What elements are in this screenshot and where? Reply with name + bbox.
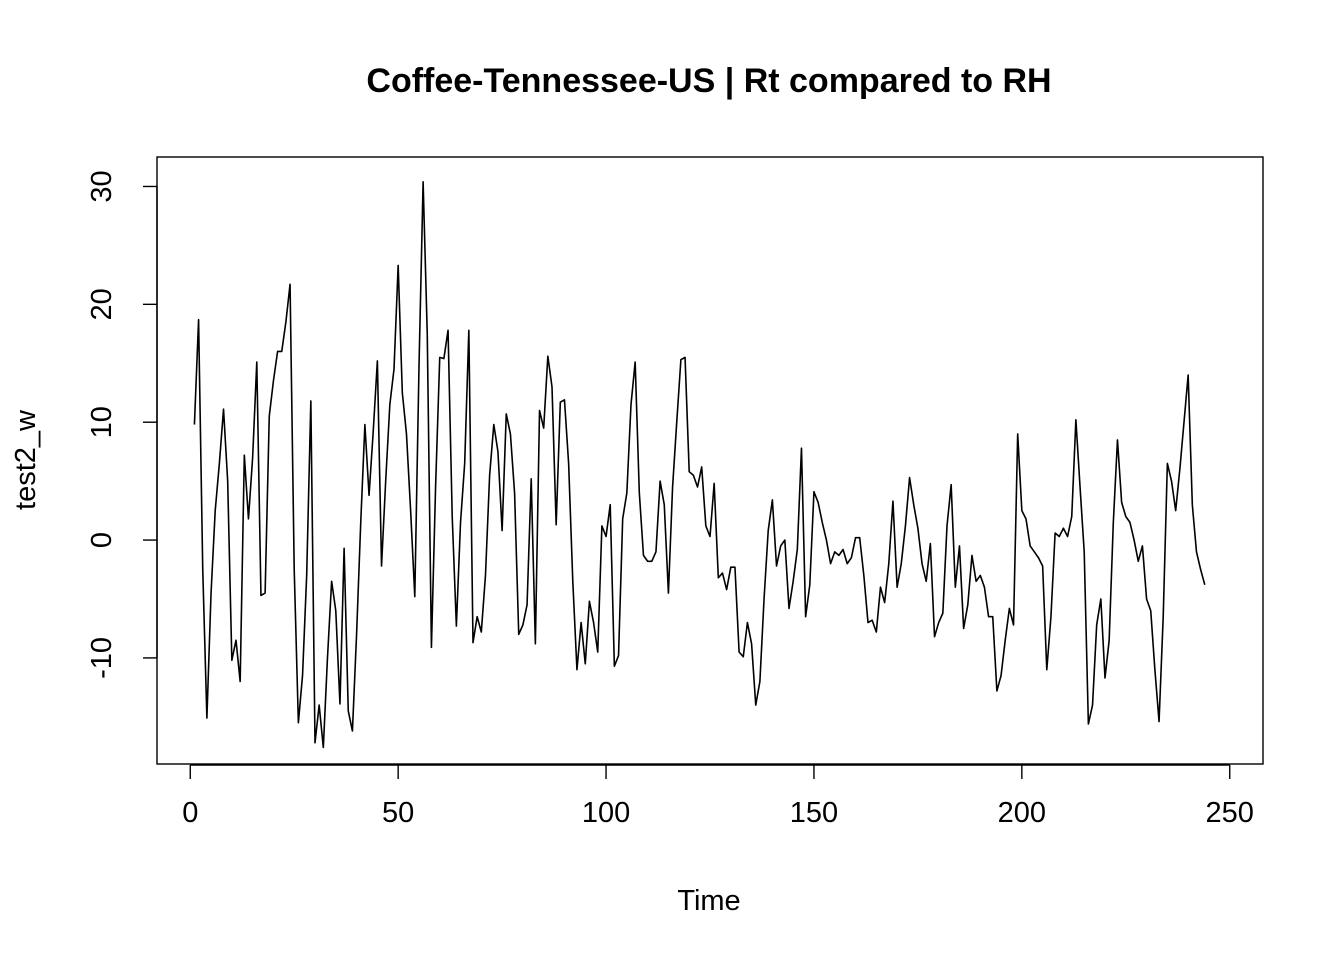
x-tick-label: 200 (998, 797, 1046, 829)
x-tick-label: 250 (1206, 797, 1254, 829)
plot-frame (156, 156, 1264, 765)
y-tick-label: -10 (86, 637, 118, 679)
series-line (193, 180, 1206, 749)
y-tick-label: 0 (86, 532, 118, 548)
y-tick-label: 10 (86, 406, 118, 438)
x-tick-label: 150 (790, 797, 838, 829)
y-axis-label: test2_w (10, 409, 42, 510)
x-tick-label: 100 (582, 797, 630, 829)
y-tick-label: 20 (86, 288, 118, 320)
x-axis-label: Time (677, 885, 740, 917)
y-tick-label: 30 (86, 170, 118, 202)
x-tick-label: 50 (382, 797, 414, 829)
series-layer (193, 180, 1206, 749)
y-axis: -10 0 10 20 30 (86, 170, 158, 679)
x-axis: 0 50 100 150 200 250 (182, 764, 1254, 829)
chart-title: Coffee-Tennessee-US | Rt compared to RH (366, 62, 1051, 100)
x-tick-label: 0 (182, 797, 198, 829)
